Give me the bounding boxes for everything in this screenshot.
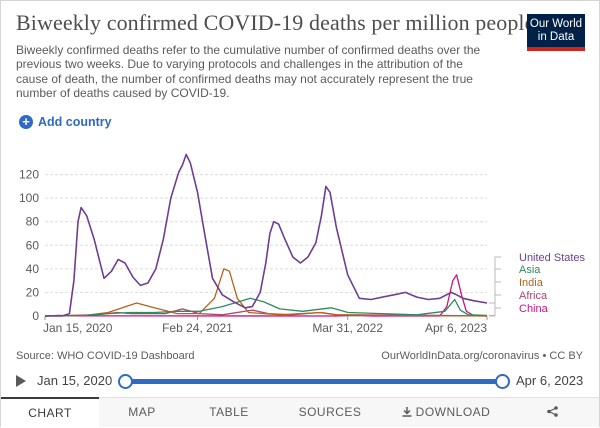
series-line-india xyxy=(44,268,488,317)
legend-label: China xyxy=(519,303,549,315)
legend-label: Africa xyxy=(519,290,548,302)
tab-share[interactable] xyxy=(505,398,599,427)
tab-bar: CHART MAP TABLE SOURCES DOWNLOAD xyxy=(1,397,599,428)
timeline-end-label: Apr 6, 2023 xyxy=(516,373,584,388)
timeline-end-handle[interactable] xyxy=(495,374,510,389)
legend-connector xyxy=(489,307,501,317)
series-line-united-states xyxy=(45,153,488,317)
timeline-track[interactable] xyxy=(125,379,502,384)
credit-note[interactable]: OurWorldInData.org/coronavirus • CC BY xyxy=(381,350,583,362)
timeline: Jan 15, 2020 Apr 6, 2023 xyxy=(1,369,600,393)
tab-table[interactable]: TABLE xyxy=(209,405,249,419)
x-tick-label: Feb 24, 2021 xyxy=(162,321,233,335)
tab-sources[interactable]: SOURCES xyxy=(298,405,362,419)
play-icon[interactable] xyxy=(16,375,26,387)
plus-circle-icon: + xyxy=(19,115,33,129)
y-tick-label: 0 xyxy=(32,309,39,323)
download-label: DOWNLOAD xyxy=(415,405,491,419)
timeline-start-label: Jan 15, 2020 xyxy=(37,373,113,388)
tab-download[interactable]: DOWNLOAD xyxy=(387,398,505,427)
share-icon xyxy=(546,406,558,417)
x-tick-label: Mar 31, 2022 xyxy=(312,321,383,335)
y-tick-label: 100 xyxy=(19,191,39,205)
logo-line-2: in Data xyxy=(537,31,575,43)
tab-chart[interactable]: CHART xyxy=(1,397,99,428)
x-tick-label: Jan 15, 2020 xyxy=(43,321,113,335)
legend-label: United States xyxy=(519,252,586,264)
download-icon xyxy=(402,407,412,417)
series-line-china xyxy=(44,274,488,317)
y-tick-label: 20 xyxy=(26,285,40,299)
legend-label: Asia xyxy=(519,264,541,276)
chart-title: Biweekly confirmed COVID-19 deaths per m… xyxy=(16,10,535,35)
y-tick-label: 40 xyxy=(26,262,40,276)
y-tick-label: 60 xyxy=(26,238,40,252)
timeline-start-handle[interactable] xyxy=(118,374,133,389)
source-note[interactable]: Source: WHO COVID-19 Dashboard xyxy=(16,350,195,362)
y-tick-label: 120 xyxy=(19,168,39,182)
x-tick-label: Apr 6, 2023 xyxy=(425,321,487,335)
logo-line-1: Our World xyxy=(529,18,583,30)
add-country-button[interactable]: + Add country xyxy=(19,115,112,129)
legend-label: India xyxy=(519,277,544,289)
y-tick-label: 80 xyxy=(26,215,40,229)
tab-map[interactable]: MAP xyxy=(128,405,156,419)
add-country-label: Add country xyxy=(38,115,112,129)
line-chart[interactable]: 0 20 40 60 80 100 120 Jan 15, 2020 Feb 24, 2021 M… xyxy=(1,141,600,341)
series-line-asia xyxy=(44,297,488,317)
owid-logo[interactable]: Our World in Data xyxy=(527,14,585,51)
chart-subtitle: Biweekly confirmed deaths refer to the c… xyxy=(16,43,481,100)
